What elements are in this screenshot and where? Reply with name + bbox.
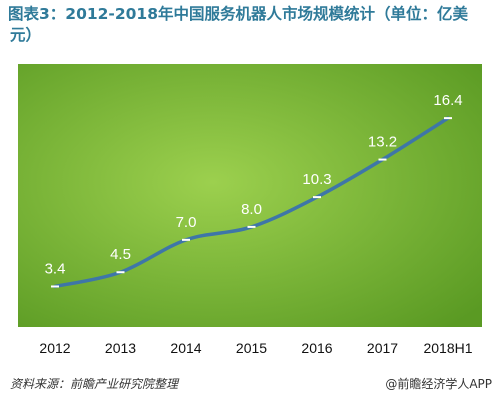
x-tick-label: 2017 (367, 340, 398, 356)
x-tick-label: 2018H1 (423, 340, 472, 356)
x-tick-label: 2014 (170, 340, 201, 356)
plot-area-background (18, 64, 482, 327)
chart-title: 图表3：2012-2018年中国服务机器人市场规模统计（单位：亿美 元） (8, 4, 492, 46)
data-label: 3.4 (45, 260, 66, 277)
source-note: 资料来源：前瞻产业研究院整理 (10, 377, 179, 391)
data-label: 8.0 (241, 201, 262, 218)
title-line-2: 元） (10, 26, 42, 44)
data-label: 10.3 (302, 171, 331, 188)
data-label: 16.4 (433, 92, 462, 109)
x-tick-label: 2013 (105, 340, 136, 356)
data-label: 4.5 (110, 246, 131, 263)
x-tick-label: 2015 (236, 340, 267, 356)
x-tick-label: 2016 (301, 340, 332, 356)
credit-text: @前瞻经济学人APP (385, 377, 492, 391)
title-line-1: 图表3：2012-2018年中国服务机器人市场规模统计（单位：亿美 (8, 5, 468, 23)
x-tick-label: 2012 (39, 340, 70, 356)
data-label: 13.2 (368, 134, 397, 151)
data-label: 7.0 (176, 214, 197, 231)
